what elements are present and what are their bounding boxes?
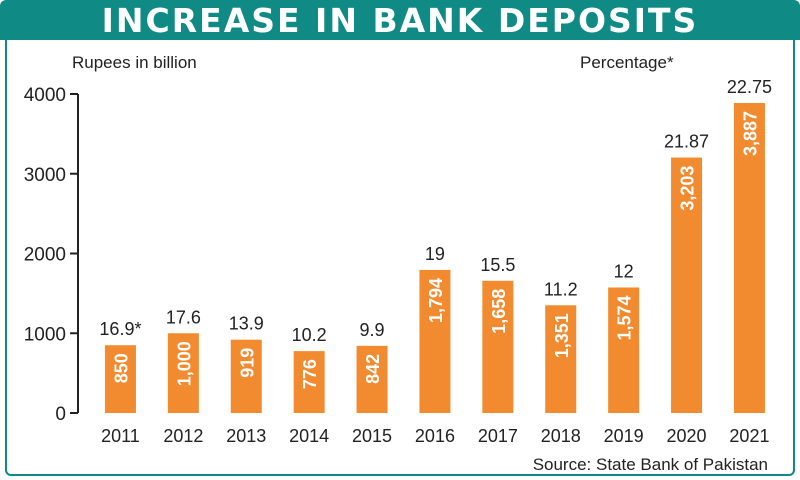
- y-tick-label: 2000: [24, 245, 66, 266]
- percent-label: 17.6: [166, 307, 201, 327]
- x-tick-label: 2017: [478, 426, 518, 446]
- percent-label: 13.9: [229, 314, 264, 334]
- bar-2018: [545, 305, 577, 413]
- bar-2013: [230, 339, 262, 413]
- x-tick-label: 2011: [101, 426, 140, 446]
- percent-label: 19: [425, 244, 445, 264]
- percent-label: 16.9*: [99, 319, 141, 339]
- bar-value-label: 1,574: [615, 295, 635, 340]
- bar-value-label: 842: [363, 354, 383, 384]
- bar-value-label: 919: [237, 348, 257, 378]
- bar-value-label: 1,658: [489, 289, 509, 334]
- bar-2016: [419, 269, 451, 413]
- bar-2011: [104, 345, 136, 413]
- percent-label: 12: [614, 261, 634, 281]
- x-tick-label: 2014: [289, 426, 329, 446]
- bar-value-label: 3,887: [740, 111, 760, 156]
- source-note: Source: State Bank of Pakistan: [533, 455, 768, 474]
- y-axis-label: Rupees in billion: [72, 53, 197, 72]
- percentage-label: Percentage*: [580, 53, 674, 72]
- y-tick-label: 1000: [24, 324, 66, 345]
- x-tick-label: 2019: [604, 426, 644, 446]
- y-tick-label: 3000: [24, 165, 66, 186]
- bar-2015: [356, 345, 388, 413]
- title-bar: INCREASE IN BANK DEPOSITS: [0, 0, 800, 40]
- x-tick-label: 2018: [541, 426, 581, 446]
- bar-2020: [671, 157, 703, 413]
- x-tick-label: 2021: [729, 426, 769, 446]
- bar-value-label: 1,000: [174, 341, 194, 386]
- bar-value-label: 776: [300, 359, 320, 389]
- x-tick-label: 2012: [163, 426, 203, 446]
- percent-label: 9.9: [360, 320, 385, 340]
- bar-2021: [733, 103, 765, 413]
- bar-2019: [608, 287, 640, 413]
- percent-label: 21.87: [664, 132, 709, 152]
- percent-label: 15.5: [480, 255, 515, 275]
- chart-title: INCREASE IN BANK DEPOSITS: [101, 0, 699, 40]
- x-tick-label: 2013: [226, 426, 266, 446]
- y-tick-label: 4000: [24, 85, 66, 106]
- bar-value-label: 850: [111, 353, 131, 383]
- x-tick-label: 2020: [667, 426, 707, 446]
- bar-2014: [293, 351, 325, 413]
- x-tick-label: 2016: [415, 426, 455, 446]
- bar-value-label: 1,351: [552, 313, 572, 358]
- bar-2012: [167, 333, 199, 413]
- bar-value-label: 3,203: [678, 166, 698, 211]
- bar-2017: [482, 280, 514, 413]
- chart-frame: [5, 40, 795, 476]
- percent-label: 11.2: [544, 279, 578, 299]
- x-tick-label: 2015: [352, 426, 392, 446]
- percent-label: 22.75: [727, 77, 772, 97]
- bar-value-label: 1,794: [426, 278, 446, 323]
- y-tick-label: 0: [55, 404, 66, 425]
- percent-label: 10.2: [292, 325, 327, 345]
